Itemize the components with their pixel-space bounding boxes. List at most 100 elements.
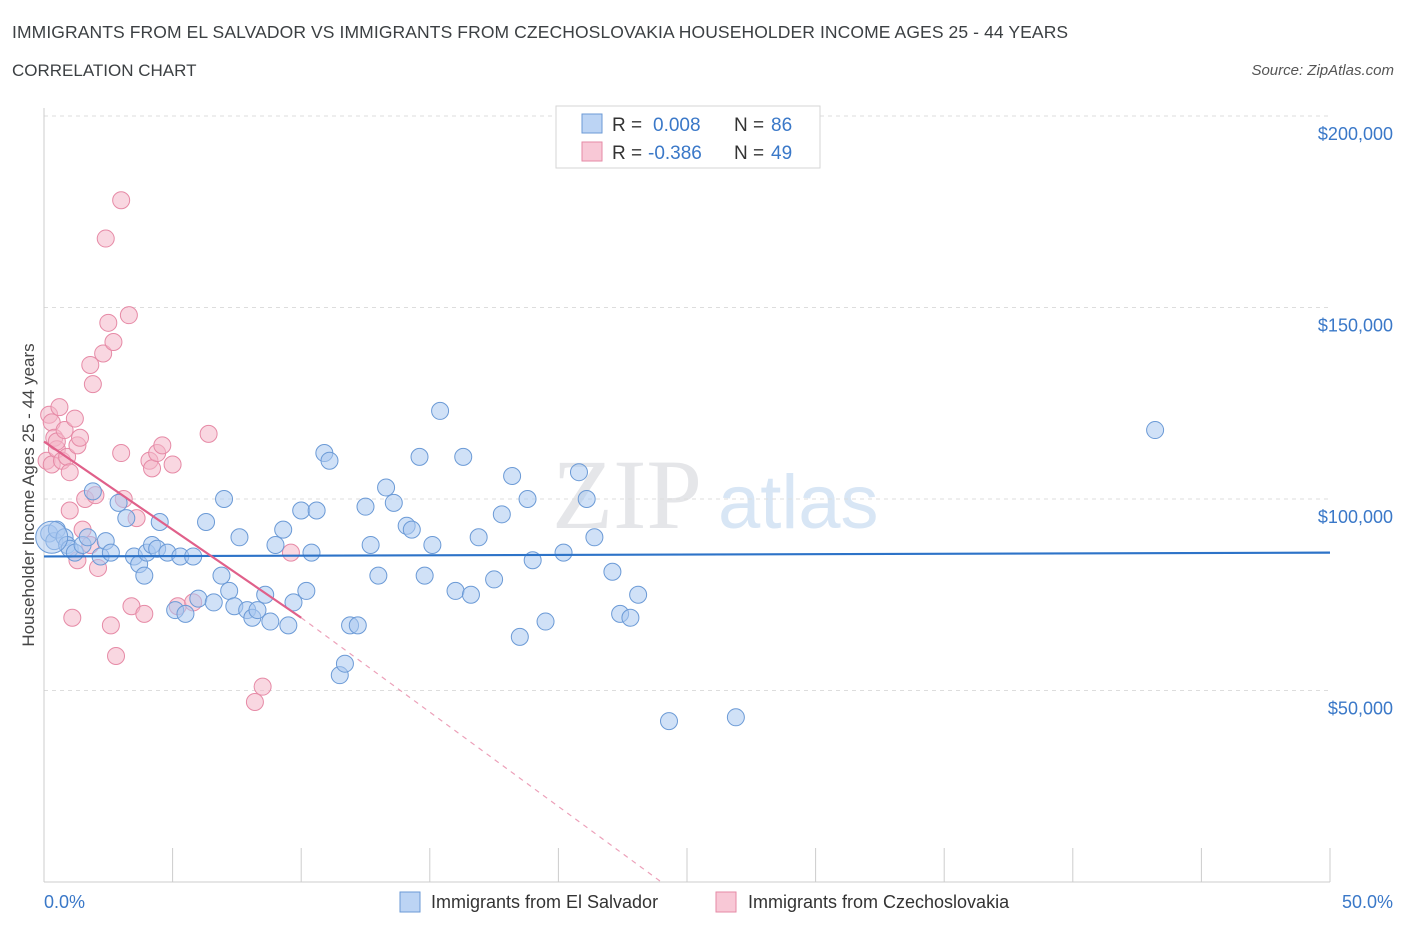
trend-line-pink-extension <box>300 617 662 883</box>
data-point-cluster <box>35 520 69 554</box>
legend-n-value-1: 86 <box>771 115 792 136</box>
data-point <box>585 528 604 547</box>
data-point <box>230 528 249 547</box>
data-point <box>65 409 84 428</box>
data-point <box>78 528 97 547</box>
data-point <box>153 436 172 455</box>
data-point <box>485 570 504 589</box>
data-point <box>536 612 555 631</box>
legend-n-label-2: N = <box>734 143 764 164</box>
data-point <box>518 490 537 508</box>
x-tick-label-max: 50.0% <box>1342 892 1393 912</box>
source-credit: Source: ZipAtlas.com <box>1251 62 1394 79</box>
bottom-legend-swatch-pink <box>715 891 737 913</box>
data-point <box>176 604 195 623</box>
data-point <box>96 229 115 248</box>
bottom-legend-label-blue: Immigrants from El Salvador <box>431 892 658 912</box>
data-point <box>204 593 223 612</box>
data-point <box>431 401 450 420</box>
data-point <box>510 627 529 646</box>
data-point <box>220 581 239 600</box>
data-point <box>726 708 745 727</box>
data-point <box>143 459 162 478</box>
legend-box: R = 0.008 N = 86 R = -0.386 N = 49 <box>555 105 821 169</box>
watermark-atlas: atlas <box>718 460 879 545</box>
data-point <box>253 677 272 696</box>
data-point <box>199 424 218 443</box>
data-point <box>197 512 216 531</box>
bottom-legend: Immigrants from El Salvador Immigrants f… <box>399 891 1010 913</box>
data-point <box>101 616 120 635</box>
data-point <box>356 497 375 516</box>
data-point <box>302 543 321 562</box>
data-point <box>163 455 182 474</box>
legend-r-value-2: -0.386 <box>648 143 702 164</box>
bottom-legend-swatch-blue <box>399 891 421 913</box>
data-point <box>659 712 678 731</box>
trend-lines <box>43 440 1331 883</box>
data-point <box>245 692 264 711</box>
data-point <box>215 490 234 508</box>
data-point <box>577 490 596 508</box>
data-point <box>297 581 316 600</box>
data-point <box>348 616 367 635</box>
data-point <box>402 520 421 539</box>
y-axis-ticks: $50,000 $100,000 $150,000 $200,000 <box>1318 124 1393 719</box>
legend-n-value-2: 49 <box>771 143 792 164</box>
data-point <box>454 447 473 466</box>
data-point <box>1146 421 1165 440</box>
data-point <box>71 428 90 447</box>
data-point <box>335 654 354 673</box>
data-point <box>60 501 79 520</box>
data-point <box>369 566 388 585</box>
data-point <box>81 355 100 374</box>
data-point <box>135 604 154 623</box>
data-point <box>629 585 648 604</box>
data-point <box>284 593 303 612</box>
data-point <box>83 375 102 394</box>
data-point <box>307 501 326 520</box>
data-point <box>212 566 231 585</box>
data-point <box>410 447 429 466</box>
data-point <box>274 520 293 539</box>
data-point <box>279 616 298 635</box>
legend-swatch-blue <box>581 113 603 134</box>
data-point <box>554 543 573 562</box>
data-point <box>109 493 128 512</box>
y-axis-label: Householder Income Ages 25 - 44 years <box>19 343 38 646</box>
data-point <box>503 467 522 486</box>
x-axis-ticks <box>43 848 1331 882</box>
data-point <box>83 482 102 501</box>
chart-subtitle: CORRELATION CHART <box>12 61 197 80</box>
data-point <box>117 509 136 528</box>
data-point <box>261 612 280 631</box>
data-point <box>63 608 82 627</box>
legend-r-label-1: R = <box>612 115 642 136</box>
data-point <box>107 647 126 666</box>
data-point <box>446 581 465 600</box>
data-point <box>119 306 138 325</box>
data-point <box>104 332 123 351</box>
data-point <box>361 535 380 554</box>
data-point <box>281 543 300 562</box>
legend-r-value-1: 0.008 <box>653 115 701 136</box>
data-point <box>248 601 267 620</box>
data-point <box>60 463 79 482</box>
data-point <box>55 421 74 440</box>
data-point <box>101 543 120 562</box>
data-point <box>492 505 511 524</box>
y-tick-label: $100,000 <box>1318 507 1393 527</box>
trend-line-blue <box>43 551 1331 558</box>
trend-line-pink <box>43 440 302 619</box>
series-blue-points <box>35 401 1165 731</box>
data-point <box>415 566 434 585</box>
data-point <box>384 493 403 512</box>
data-point <box>112 444 131 463</box>
data-point <box>189 589 208 608</box>
data-point <box>469 528 488 547</box>
data-point <box>292 501 311 520</box>
watermark-zip: ZIP <box>552 439 702 550</box>
legend-n-label-1: N = <box>734 115 764 136</box>
x-tick-label-min: 0.0% <box>44 892 85 912</box>
chart-title: IMMIGRANTS FROM EL SALVADOR VS IMMIGRANT… <box>12 22 1069 42</box>
